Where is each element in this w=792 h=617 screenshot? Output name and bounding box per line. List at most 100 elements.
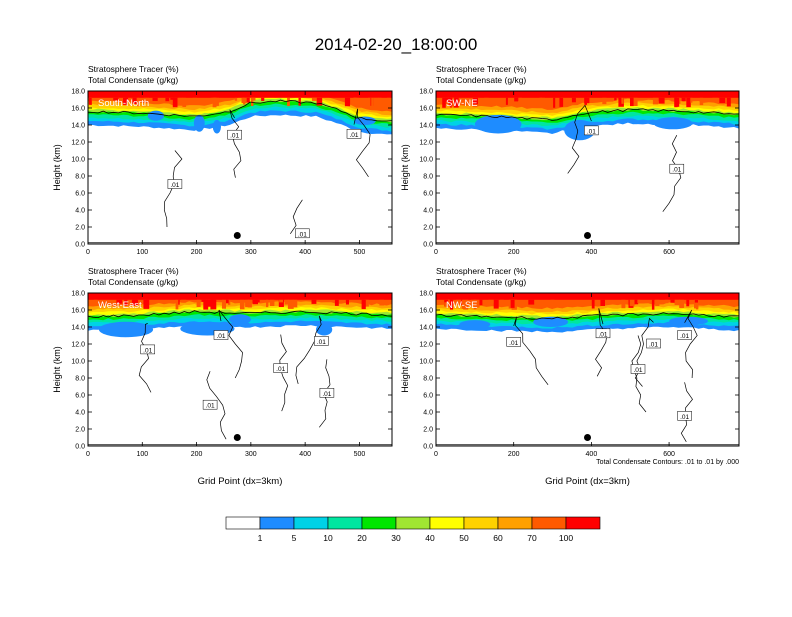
x-tick-label: 600 (663, 451, 675, 458)
tracer-streak (234, 97, 238, 101)
colorbar-label: 30 (391, 533, 401, 543)
x-tick-label: 200 (508, 249, 520, 256)
x-tick-label: 500 (354, 249, 366, 256)
tracer-streak (471, 299, 476, 304)
tracer-streak (284, 299, 289, 305)
condensate-contour-1 (218, 309, 243, 379)
tracer-streak (113, 97, 119, 101)
tracer-streak (712, 97, 719, 102)
tracer-streak (633, 97, 638, 106)
tropopause-line (88, 310, 392, 319)
tracer-streak (116, 299, 123, 304)
tracer-streak (493, 299, 499, 309)
y-tick-label: 0.0 (423, 242, 433, 249)
tropopause-line (436, 312, 739, 320)
y-tick-label: 8.0 (423, 376, 433, 383)
tracer-patch-2 (653, 117, 693, 130)
colorbar-label: 1 (258, 533, 263, 543)
tracer-streak (655, 299, 660, 307)
tracer-top-band (88, 91, 392, 98)
colorbar: 1 5 10 20 30 40 50 60 70 100 (225, 516, 601, 543)
tracer-streak (212, 97, 217, 108)
tracer-patch-0 (147, 110, 164, 121)
y-tick-label: 6.0 (423, 393, 433, 400)
tracer-streak (379, 299, 385, 306)
contour-label: .01 (230, 133, 239, 140)
colorbar-swatch-5 (395, 516, 431, 530)
y-axis-label: Height (km) (400, 346, 410, 393)
y-tick-label: 0.0 (75, 242, 85, 249)
colorbar-label: 100 (559, 533, 573, 543)
y-tick-label: 16.0 (419, 106, 433, 113)
tracer-streak (371, 97, 374, 107)
x-tick-label: 600 (663, 249, 675, 256)
tracer-streak (559, 97, 564, 107)
x-tick-label: 300 (245, 451, 257, 458)
contour-label: .01 (680, 333, 689, 340)
panel-title-line2: Total Condensate (g/kg) (88, 75, 178, 85)
tracer-streak (244, 97, 250, 103)
tracer-patch-2 (212, 119, 221, 134)
tracer-streak (375, 97, 379, 103)
location-marker (233, 232, 241, 239)
x-tick-label: 100 (136, 249, 148, 256)
tracer-streak (614, 97, 617, 101)
y-tick-label: 18.0 (419, 291, 433, 298)
tracer-streak (726, 97, 731, 107)
tracer-streak (132, 97, 139, 104)
tracer-top-band (436, 91, 739, 98)
colorbar-label: 40 (425, 533, 435, 543)
tracer-streak (192, 97, 197, 103)
contour-label: .01 (672, 167, 681, 174)
tracer-streak (165, 97, 170, 102)
colorbar-label: 50 (459, 533, 469, 543)
x-tick-label: 100 (136, 451, 148, 458)
tracer-streak (484, 97, 489, 101)
location-marker (584, 232, 591, 239)
contour-label: .01 (587, 128, 596, 135)
tracer-streak (292, 299, 298, 308)
tracer-streak (278, 299, 284, 307)
tracer-streak (630, 97, 634, 107)
colorbar-swatch-3 (327, 516, 363, 530)
tracer-patch-0 (98, 321, 154, 338)
contour-label: .01 (276, 366, 285, 373)
tracer-streak (621, 299, 626, 309)
tropopause-line (436, 108, 739, 121)
y-tick-label: 6.0 (75, 191, 85, 198)
y-tick-label: 2.0 (75, 427, 85, 434)
tracer-streak (449, 299, 454, 310)
colorbar-swatch-10 (565, 516, 601, 530)
tracer-streak (637, 299, 641, 304)
tracer-streak (694, 299, 698, 303)
tracer-patch-1 (193, 114, 205, 132)
y-tick-label: 10.0 (419, 359, 433, 366)
condensate-contour-2 (295, 315, 322, 384)
tracer-streak (540, 97, 545, 103)
tracer-patch-2 (229, 314, 251, 325)
x-tick-label: 200 (508, 451, 520, 458)
tracer-streak (266, 299, 269, 308)
colorbar-label: 70 (527, 533, 537, 543)
tracer-streak (178, 97, 183, 106)
tracer-streak (270, 299, 275, 306)
tracer-streak (500, 299, 504, 306)
y-tick-label: 0.0 (75, 444, 85, 451)
contour-label: .01 (170, 182, 179, 189)
y-tick-label: 6.0 (423, 191, 433, 198)
tracer-streak (442, 97, 446, 108)
y-tick-label: 8.0 (423, 174, 433, 181)
tracer-streak (651, 299, 655, 310)
tracer-streak (528, 299, 535, 305)
contour-label: .01 (317, 339, 326, 346)
tracer-patch-2 (669, 316, 708, 326)
colorbar-swatch-4 (361, 516, 397, 530)
tracer-streak (695, 299, 699, 310)
tracer-streak (222, 299, 226, 309)
tracer-streak (387, 97, 391, 101)
tracer-streak (621, 97, 624, 104)
contour-label-box (227, 129, 242, 140)
x-tick-label: 300 (245, 249, 257, 256)
tracer-streak (505, 97, 508, 105)
